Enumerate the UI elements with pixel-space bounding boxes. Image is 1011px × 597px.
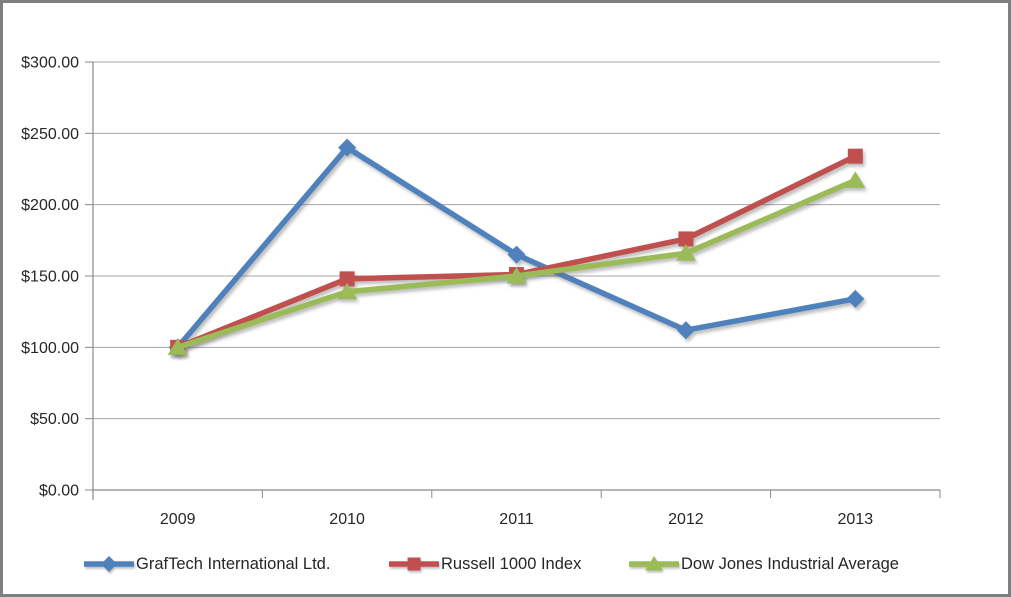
diamond-marker xyxy=(507,245,526,264)
x-tick-label: 2013 xyxy=(838,511,874,528)
legend-label-dow: Dow Jones Industrial Average xyxy=(681,554,899,573)
triangle-marker xyxy=(845,171,866,188)
y-tick-label: $150.00 xyxy=(21,269,79,286)
y-tick-label: $200.00 xyxy=(21,197,79,214)
diamond-marker xyxy=(101,556,117,572)
square-marker xyxy=(407,557,421,571)
legend-marker-dow-icon xyxy=(629,556,679,571)
diamond-marker xyxy=(676,321,695,340)
legend-item-dow: Dow Jones Industrial Average xyxy=(629,552,899,576)
y-tick-label: $100.00 xyxy=(21,340,79,357)
y-tick-label: $0.00 xyxy=(39,483,79,500)
legend-item-russell: Russell 1000 Index xyxy=(389,552,581,576)
x-tick-label: 2010 xyxy=(329,511,365,528)
legend-marker-russell-icon xyxy=(389,557,439,571)
x-tick-label: 2011 xyxy=(499,511,534,528)
square-marker xyxy=(339,271,355,287)
triangle-marker xyxy=(645,556,663,571)
series-0 xyxy=(168,138,865,357)
diamond-marker xyxy=(846,289,865,308)
legend-marker-graftech-icon xyxy=(84,556,134,572)
legend-item-graftech: GrafTech International Ltd. xyxy=(84,552,330,576)
triangle-marker xyxy=(167,338,188,355)
triangle-marker xyxy=(337,282,358,300)
diamond-marker xyxy=(338,138,357,157)
y-tick-label: $250.00 xyxy=(21,126,79,143)
square-marker xyxy=(847,148,863,164)
legend-label-russell: Russell 1000 Index xyxy=(441,554,582,573)
square-marker xyxy=(678,231,694,247)
y-tick-label: $300.00 xyxy=(21,55,79,72)
series-2 xyxy=(167,171,866,355)
y-tick-label: $50.00 xyxy=(30,411,79,428)
legend-label-graftech: GrafTech International Ltd. xyxy=(136,554,331,573)
triangle-marker xyxy=(506,267,527,284)
triangle-marker xyxy=(675,244,696,261)
x-tick-label: 2009 xyxy=(160,511,196,528)
x-tick-label: 2012 xyxy=(668,511,704,528)
